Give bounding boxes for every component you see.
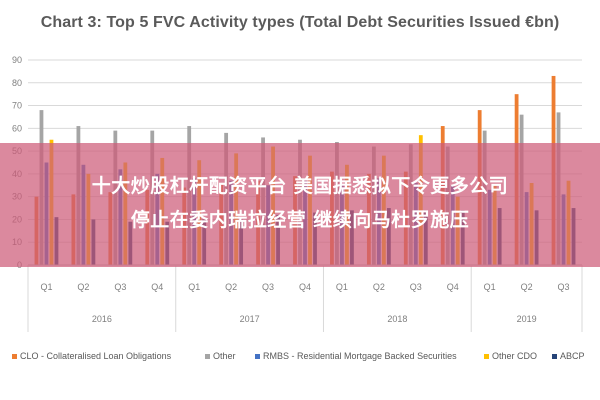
banner-headline-line-2: 停止在委内瑞拉经营 继续向马杜罗施压 <box>130 209 470 231</box>
legend-swatch <box>12 354 17 360</box>
legend-item: RMBS - Residential Mortgage Backed Secur… <box>255 351 457 361</box>
legend-label: CLO - Collateralised Loan Obligations <box>20 351 172 361</box>
year-label: 2016 <box>92 314 112 324</box>
overlay-banner: 十大炒股杠杆配资平台 美国据悉拟下令更多公司 停止在委内瑞拉经营 继续向马杜罗施… <box>0 143 600 267</box>
legend-item: CLO - Collateralised Loan Obligations <box>12 351 171 361</box>
x-tick-label: Q2 <box>521 282 533 292</box>
x-tick-label: Q3 <box>262 282 274 292</box>
year-label: 2017 <box>240 314 260 324</box>
x-tick-label: Q1 <box>336 282 348 292</box>
chart-legend: CLO - Collateralised Loan Obligations Oth… <box>0 351 600 367</box>
x-tick-label: Q3 <box>410 282 422 292</box>
y-tick-label: 90 <box>12 55 22 65</box>
x-tick-label: Q4 <box>447 282 459 292</box>
x-tick-label: Q1 <box>484 282 496 292</box>
x-tick-label: Q2 <box>373 282 385 292</box>
year-label: 2019 <box>517 314 537 324</box>
legend-swatch <box>552 354 557 360</box>
legend-swatch <box>484 354 489 360</box>
y-tick-label: 70 <box>12 101 22 111</box>
x-tick-label: Q1 <box>40 282 52 292</box>
legend-label: RMBS - Residential Mortgage Backed Secur… <box>263 351 457 361</box>
x-tick-label: Q1 <box>188 282 200 292</box>
legend-item: ABCP <box>552 351 585 361</box>
legend-swatch <box>255 354 260 360</box>
y-tick-label: 60 <box>12 123 22 133</box>
y-tick-label: 80 <box>12 78 22 88</box>
legend-label: ABCP <box>560 351 585 361</box>
legend-label: Other CDO <box>492 351 538 361</box>
banner-headline-line-1: 十大炒股杠杆配资平台 美国据悉拟下令更多公司 <box>91 175 509 197</box>
x-tick-label: Q3 <box>114 282 126 292</box>
x-tick-label: Q2 <box>225 282 237 292</box>
x-tick-label: Q2 <box>77 282 89 292</box>
x-tick-label: Q4 <box>151 282 163 292</box>
chart-title: Chart 3: Top 5 FVC Activity types (Total… <box>40 14 560 31</box>
legend-swatch <box>205 354 210 360</box>
year-label: 2018 <box>387 314 407 324</box>
legend-item: Other CDO <box>484 351 537 361</box>
legend-label: Other <box>213 351 236 361</box>
legend-item: Other <box>205 351 236 361</box>
x-tick-label: Q3 <box>558 282 570 292</box>
x-tick-label: Q4 <box>299 282 311 292</box>
